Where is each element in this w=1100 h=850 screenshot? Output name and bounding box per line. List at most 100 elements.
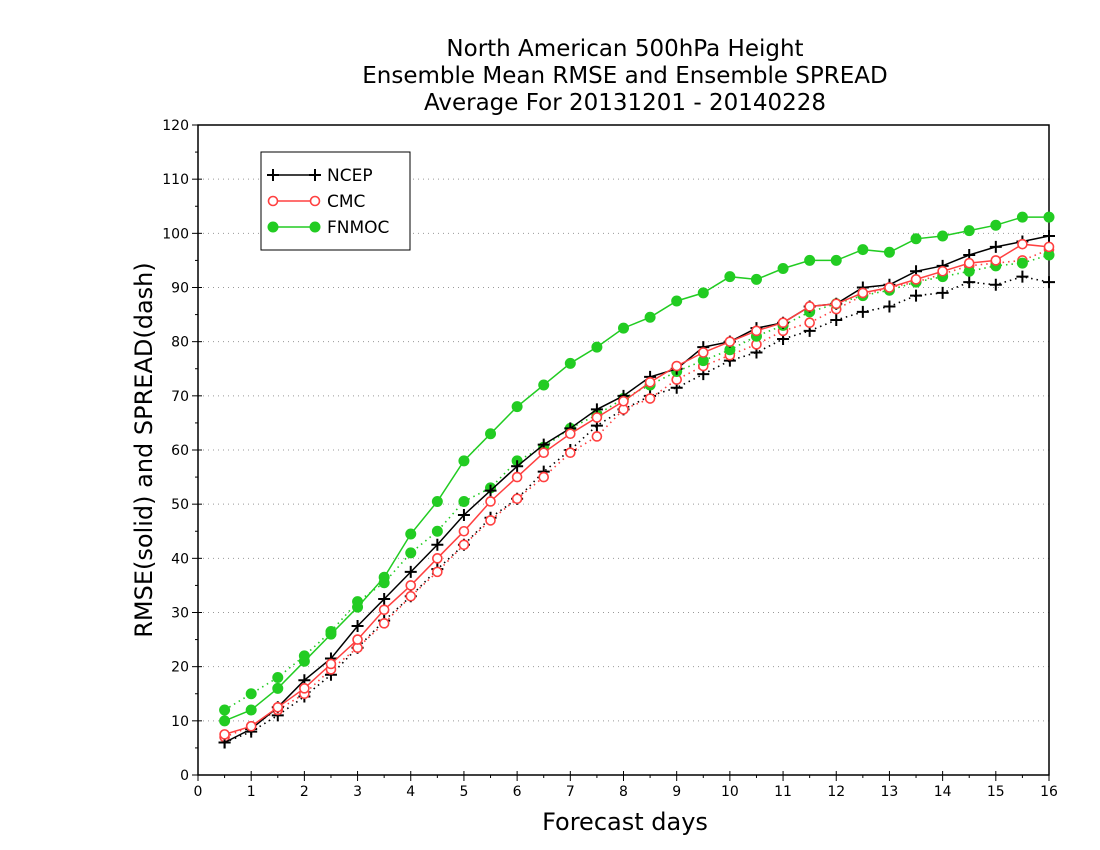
data-point-ncep-spread bbox=[963, 276, 976, 289]
x-tick-label: 11 bbox=[774, 784, 792, 800]
data-point-cmc-rmse bbox=[591, 412, 603, 423]
y-tick-label: 100 bbox=[162, 226, 189, 242]
data-point-cmc-rmse bbox=[751, 325, 762, 337]
data-point-fnmoc-rmse bbox=[458, 455, 470, 467]
data-point-fnmoc-rmse bbox=[591, 341, 603, 353]
data-point-fnmoc-rmse bbox=[777, 263, 789, 275]
data-point-ncep-spread bbox=[830, 314, 843, 326]
data-point-cmc-rmse bbox=[937, 265, 948, 277]
data-point-fnmoc-rmse bbox=[724, 271, 736, 283]
data-point-fnmoc-rmse bbox=[910, 233, 922, 245]
data-point-cmc-rmse bbox=[405, 580, 417, 591]
data-point-cmc-spread bbox=[538, 471, 550, 483]
y-tick-label: 0 bbox=[180, 768, 189, 784]
data-point-fnmoc-rmse bbox=[431, 495, 443, 507]
x-tick-label: 16 bbox=[1040, 784, 1058, 800]
series-line-ncep-spread bbox=[224, 275, 1050, 744]
data-point-fnmoc-rmse bbox=[963, 225, 975, 237]
data-point-fnmoc-rmse bbox=[298, 655, 310, 667]
data-point-cmc-rmse bbox=[618, 395, 629, 407]
data-point-fnmoc-rmse bbox=[245, 704, 257, 716]
data-point-ncep-spread bbox=[856, 305, 869, 318]
data-point-cmc-rmse bbox=[219, 729, 230, 740]
data-point-cmc-rmse bbox=[804, 301, 815, 312]
data-point-fnmoc-spread bbox=[431, 525, 443, 537]
data-point-cmc-rmse bbox=[777, 317, 789, 329]
data-point-cmc-spread bbox=[378, 618, 390, 629]
data-point-cmc-spread bbox=[458, 539, 470, 551]
data-point-ncep-rmse bbox=[989, 240, 1002, 253]
data-point-cmc-rmse bbox=[724, 336, 736, 347]
data-point-cmc-rmse bbox=[1017, 238, 1028, 250]
data-point-fnmoc-rmse bbox=[671, 295, 683, 307]
x-tick-label: 6 bbox=[513, 784, 522, 800]
x-tick-label: 15 bbox=[987, 784, 1005, 800]
data-point-fnmoc-rmse bbox=[937, 230, 949, 242]
data-point-cmc-spread bbox=[485, 515, 496, 526]
x-tick-label: 8 bbox=[619, 784, 628, 800]
data-point-cmc-spread bbox=[511, 493, 523, 505]
data-point-cmc-rmse bbox=[272, 701, 284, 713]
y-tick-label: 90 bbox=[171, 281, 189, 297]
y-tick-label: 40 bbox=[171, 551, 189, 567]
data-point-cmc-rmse bbox=[485, 496, 496, 507]
data-point-cmc-rmse bbox=[325, 658, 337, 670]
x-tick-label: 0 bbox=[194, 784, 203, 800]
data-point-ncep-rmse bbox=[351, 620, 364, 633]
y-tick-label: 20 bbox=[171, 660, 189, 676]
y-tick-label: 30 bbox=[171, 606, 189, 622]
legend-marker bbox=[267, 169, 279, 181]
data-point-cmc-rmse bbox=[671, 360, 682, 372]
data-point-fnmoc-rmse bbox=[750, 273, 762, 285]
legend-marker bbox=[309, 221, 321, 233]
data-point-cmc-spread bbox=[591, 431, 603, 442]
data-point-cmc-rmse bbox=[511, 471, 523, 483]
y-axis-label: RMSE(solid) and SPREAD(dash) bbox=[130, 262, 158, 638]
data-point-fnmoc-spread bbox=[405, 547, 417, 559]
data-point-fnmoc-rmse bbox=[485, 428, 497, 440]
data-point-fnmoc-rmse bbox=[272, 682, 284, 694]
data-point-ncep-rmse bbox=[484, 484, 497, 497]
data-point-fnmoc-rmse bbox=[857, 244, 869, 256]
data-point-fnmoc-rmse bbox=[511, 401, 523, 413]
y-tick-label: 10 bbox=[171, 714, 189, 730]
data-point-fnmoc-rmse bbox=[564, 357, 576, 369]
data-point-fnmoc-rmse bbox=[352, 601, 364, 613]
data-point-ncep-rmse bbox=[1043, 230, 1055, 243]
data-point-cmc-rmse bbox=[299, 683, 310, 694]
data-point-fnmoc-rmse bbox=[325, 628, 337, 640]
data-point-ncep-rmse bbox=[378, 592, 391, 605]
y-tick-label: 70 bbox=[171, 389, 189, 405]
data-point-fnmoc-rmse bbox=[378, 571, 390, 583]
data-point-cmc-rmse bbox=[830, 298, 842, 310]
x-tick-label: 2 bbox=[300, 784, 309, 800]
x-tick-label: 12 bbox=[827, 784, 845, 800]
x-tick-label: 10 bbox=[721, 784, 739, 800]
data-point-cmc-rmse bbox=[565, 428, 576, 440]
data-point-cmc-rmse bbox=[884, 282, 895, 293]
x-tick-label: 1 bbox=[247, 784, 256, 800]
data-point-cmc-rmse bbox=[458, 525, 470, 537]
data-point-cmc-rmse bbox=[963, 257, 975, 269]
x-tick-label: 7 bbox=[566, 784, 575, 800]
data-point-ncep-rmse bbox=[511, 460, 524, 473]
legend-marker bbox=[309, 169, 321, 181]
data-point-ncep-spread bbox=[1016, 270, 1029, 283]
series-line-ncep-rmse bbox=[224, 235, 1050, 744]
data-point-fnmoc-rmse bbox=[1043, 211, 1055, 223]
data-point-fnmoc-spread bbox=[219, 704, 231, 716]
data-point-fnmoc-rmse bbox=[219, 715, 231, 727]
y-tick-label: 110 bbox=[162, 172, 189, 188]
data-point-fnmoc-spread bbox=[272, 672, 284, 683]
data-point-cmc-spread bbox=[644, 393, 656, 404]
data-point-fnmoc-rmse bbox=[1016, 211, 1028, 223]
data-point-fnmoc-spread bbox=[458, 495, 470, 507]
data-point-fnmoc-rmse bbox=[990, 219, 1002, 231]
data-point-cmc-spread bbox=[432, 566, 443, 578]
y-tick-label: 50 bbox=[171, 497, 189, 513]
data-point-ncep-spread bbox=[883, 300, 896, 313]
data-point-ncep-rmse bbox=[457, 509, 470, 521]
data-point-fnmoc-rmse bbox=[538, 379, 550, 391]
series-line-cmc-rmse bbox=[224, 243, 1050, 736]
